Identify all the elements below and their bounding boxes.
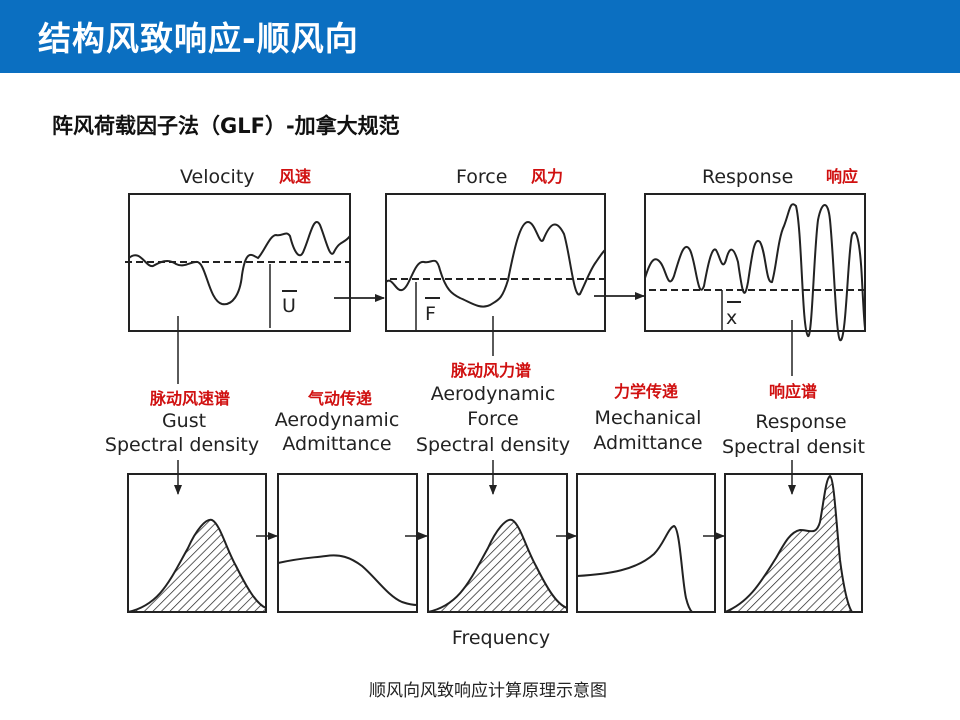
mech-admittance-label-2: Admittance: [593, 432, 702, 454]
velocity-cn-label: 风速: [279, 167, 311, 186]
frequency-axis-label: Frequency: [452, 627, 550, 649]
velocity-label: Velocity: [180, 166, 255, 188]
page-title: 结构风致响应-顺风向: [38, 19, 359, 58]
mech-admittance-label-1: Mechanical: [595, 407, 702, 429]
force-cn-label: 风力: [531, 167, 563, 186]
mech-admittance-curve: [576, 524, 693, 613]
force-spectrum-cn-label: 脉动风力谱: [450, 361, 531, 380]
response-spectrum-label-1: Response: [755, 411, 846, 433]
section-subtitle: 阵风荷载因子法（GLF）-加拿大规范: [52, 114, 400, 138]
title-bar: 结构风致响应-顺风向: [0, 0, 960, 73]
response-spectrum-curve: [724, 474, 854, 613]
gust-spectrum-label-1: Gust: [162, 410, 206, 432]
aero-admittance-label-1: Aerodynamic: [275, 409, 400, 431]
aero-admittance-cn-label: 气动传递: [307, 389, 372, 408]
gust-spectrum-cn-label: 脉动风速谱: [149, 389, 230, 408]
force-mean-symbol: F: [425, 303, 436, 325]
aero-admittance-panel: [277, 473, 418, 613]
force-spectrum-curve: [427, 518, 568, 613]
gust-spectrum-curve: [127, 518, 267, 613]
mech-admittance-panel: [576, 473, 716, 613]
aero-admittance-curve: [277, 554, 418, 606]
force-signal: [385, 220, 606, 308]
response-spectrum-label-2: Spectral densit: [722, 436, 865, 458]
response-cn-label: 响应: [826, 167, 858, 186]
response-signal: [644, 203, 866, 342]
force-spectrum-label-1: Aerodynamic: [431, 383, 556, 405]
force-spectrum-label-2: Force: [467, 408, 518, 430]
aero-admittance-label-2: Admittance: [282, 433, 391, 455]
force-spectrum-label-3: Spectral density: [416, 434, 570, 456]
mech-admittance-cn-label: 力学传递: [614, 382, 678, 401]
force-label: Force: [456, 166, 507, 188]
velocity-mean-symbol: U: [282, 295, 296, 317]
velocity-signal: [128, 221, 351, 306]
force-panel: [385, 193, 606, 332]
response-label: Response: [702, 166, 793, 188]
figure-caption: 顺风向风致响应计算原理示意图: [369, 681, 607, 701]
response-mean-symbol: x: [726, 307, 737, 329]
response-panel: [644, 193, 866, 332]
gust-spectrum-label-2: Spectral density: [105, 434, 259, 456]
response-spectrum-cn-label: 响应谱: [769, 382, 817, 401]
